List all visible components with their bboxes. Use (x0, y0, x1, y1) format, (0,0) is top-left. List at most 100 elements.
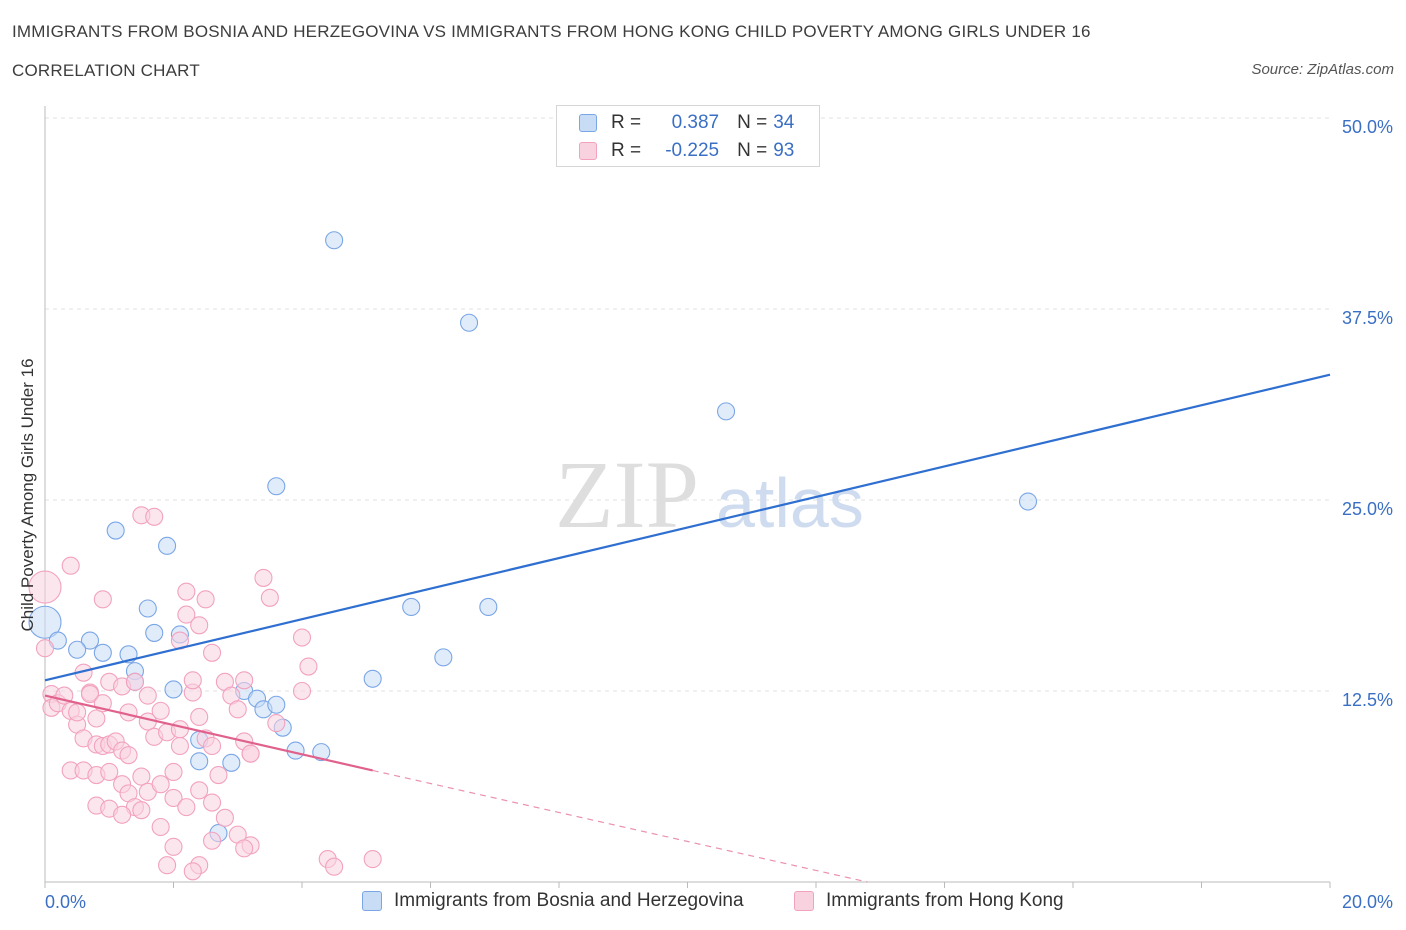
legend-n-value: 93 (773, 140, 795, 161)
hongkong-point (125, 672, 144, 691)
hongkong-point (260, 588, 279, 607)
grid-lines (45, 117, 1330, 692)
legend-n-label: N = (737, 140, 768, 161)
bosnia-point (164, 680, 183, 699)
hongkong-point (363, 850, 382, 869)
series-hongkong-points (28, 506, 382, 881)
hongkong-point (203, 643, 222, 662)
legend-swatch-bosnia (579, 114, 597, 132)
legend-r-label: R = (611, 140, 642, 161)
hongkong-point (254, 568, 273, 587)
series-swatch-hongkong (794, 891, 814, 911)
bosnia-point (267, 695, 286, 714)
hongkong-point (132, 801, 151, 820)
hongkong-point (61, 556, 80, 575)
hongkong-point (267, 714, 286, 733)
series-legend-hongkong[interactable]: Immigrants from Hong Kong (794, 890, 1064, 912)
hongkong-point (151, 775, 170, 794)
series-legend-bosnia[interactable]: Immigrants from Bosnia and Herzegovina (362, 890, 744, 912)
hongkong-point (80, 685, 100, 704)
tick-labels: 50.0% 37.5% 25.0% 12.5% 0.0% 20.0% (45, 117, 1393, 912)
hongkong-point (164, 837, 183, 856)
hongkong-point (93, 590, 112, 609)
hongkong-point (177, 798, 196, 817)
hongkong-point (170, 736, 189, 756)
hongkong-point (100, 762, 119, 782)
hongkong-point (235, 839, 254, 858)
hongkong-point (151, 701, 170, 720)
y-tick-label-2: 25.0% (1342, 499, 1393, 519)
hongkong-point (132, 767, 151, 786)
hongkong-point (145, 507, 164, 526)
chart-subtitle: CORRELATION CHART (12, 61, 200, 80)
hongkong-point (177, 582, 196, 601)
x-tick-label-min: 0.0% (45, 892, 86, 912)
y-tick-label-1: 37.5% (1342, 308, 1393, 328)
bosnia-point (68, 640, 87, 659)
hongkong-point (164, 788, 183, 808)
bosnia-point (106, 521, 125, 540)
watermark-zip: ZIP (555, 441, 699, 548)
legend-r-value: -0.225 (665, 140, 720, 161)
legend-n-value: 34 (773, 112, 795, 133)
legend-row-bosnia: R = 0.387 N = 34 (579, 109, 794, 137)
bosnia-point (479, 597, 498, 617)
y-tick-label-3: 12.5% (1342, 690, 1393, 710)
hongkong-point (292, 681, 312, 701)
watermark: ZIP atlas (555, 441, 864, 548)
hongkong-point (241, 744, 260, 763)
hongkong-point (68, 703, 87, 722)
legend-swatch-hongkong (579, 142, 597, 160)
legend-n-label: N = (737, 112, 768, 133)
hongkong-point (170, 720, 189, 739)
hongkong-point (28, 570, 62, 604)
hongkong-point (203, 793, 222, 812)
y-axis-label: Child Poverty Among Girls Under 16 (18, 358, 37, 631)
bosnia-point (190, 752, 209, 771)
hongkong-point (292, 628, 312, 647)
hongkong-point (203, 736, 222, 756)
bosnia-point (28, 605, 62, 639)
bosnia-point (80, 631, 100, 650)
bosnia-point (222, 753, 241, 772)
hongkong-point (325, 857, 344, 876)
series-label-hongkong: Immigrants from Hong Kong (826, 890, 1064, 911)
hongkong-point (215, 808, 234, 827)
hongkong-point (164, 762, 183, 782)
bosnia-point (158, 536, 177, 555)
bosnia-point (267, 477, 286, 496)
hongkong-point (119, 746, 138, 765)
hongkong-point (190, 781, 209, 800)
hongkong-point (190, 616, 209, 635)
legend-r-label: R = (611, 112, 642, 133)
bosnia-point (138, 599, 157, 618)
hongkong-point (138, 686, 157, 705)
hongkong-point (151, 817, 170, 837)
hongkong-point (209, 765, 228, 785)
x-tick-label-max: 20.0% (1342, 892, 1393, 912)
series-label-bosnia: Immigrants from Bosnia and Herzegovina (394, 890, 744, 911)
bosnia-point (312, 743, 331, 762)
hongkong-point (235, 671, 254, 690)
hongkong-trend-extension (372, 769, 868, 883)
hongkong-point (183, 862, 202, 881)
hongkong-point (87, 709, 106, 728)
hongkong-point (196, 590, 215, 609)
series-legend: Immigrants from Bosnia and Herzegovina I… (0, 890, 1406, 916)
bosnia-point (434, 648, 453, 667)
bosnia-trend-line (44, 373, 1331, 682)
hongkong-point (299, 657, 318, 676)
axes (44, 106, 1331, 888)
bosnia-point (363, 669, 382, 688)
bosnia-point (716, 402, 736, 421)
stats-legend: R = 0.387 N = 34 R = -0.225 N = 93 (556, 105, 820, 167)
hongkong-point (183, 671, 202, 690)
bosnia-point (402, 597, 421, 617)
y-tick-label-0: 50.0% (1342, 117, 1393, 137)
hongkong-point (190, 707, 209, 727)
legend-row-hongkong: R = -0.225 N = 93 (579, 137, 794, 165)
hongkong-trend-line (44, 694, 373, 772)
hongkong-point (158, 856, 177, 875)
hongkong-point (113, 805, 132, 824)
series-swatch-bosnia (362, 891, 382, 911)
